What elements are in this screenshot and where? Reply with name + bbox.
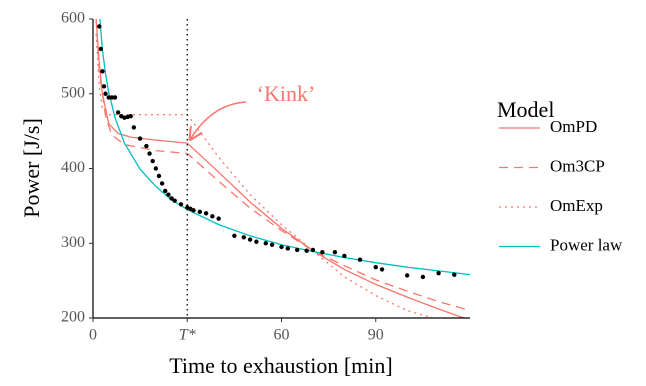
data-point — [285, 246, 290, 251]
data-point — [216, 216, 221, 221]
data-point — [373, 264, 378, 270]
annotation-arrow — [190, 101, 247, 139]
series-line — [95, 19, 464, 318]
data-point — [153, 166, 159, 171]
y-axis-title: Power [J/s] — [19, 118, 44, 218]
data-point — [144, 143, 149, 149]
data-point — [247, 237, 253, 242]
y-tick-label: 500 — [61, 84, 85, 101]
y-tick-label: 300 — [61, 234, 85, 251]
data-point — [320, 250, 325, 255]
data-point — [269, 242, 275, 247]
plot-area — [95, 19, 470, 318]
y-tick-label: 400 — [61, 159, 85, 176]
data-point — [128, 113, 133, 119]
data-point — [279, 244, 284, 250]
data-point — [210, 214, 215, 219]
data-point — [191, 208, 196, 213]
data-point — [452, 272, 457, 277]
y-tick-label: 200 — [61, 309, 85, 326]
data-point — [420, 274, 426, 280]
data-point — [131, 125, 137, 130]
x-axis-title: Time to exhaustion [min] — [169, 353, 392, 378]
legend-label: Power law — [550, 235, 623, 254]
series-line — [99, 19, 470, 276]
data-point — [106, 95, 111, 100]
data-point — [295, 247, 300, 253]
data-point — [97, 24, 102, 29]
data-point — [203, 211, 209, 216]
data-point — [197, 209, 203, 215]
data-point — [310, 247, 316, 253]
data-point — [436, 270, 441, 276]
data-point — [156, 173, 162, 179]
data-point — [112, 95, 118, 100]
data-point — [172, 198, 177, 203]
data-point — [241, 235, 246, 240]
data-point — [263, 241, 268, 246]
x-tick-label: T* — [179, 327, 196, 344]
data-point — [100, 69, 105, 74]
data-point — [342, 253, 347, 259]
series-line — [95, 33, 433, 318]
data-point — [332, 250, 338, 255]
series-line — [95, 19, 470, 312]
data-point — [304, 248, 309, 253]
x-tick-label: 0 — [89, 327, 97, 344]
data-point — [103, 91, 108, 96]
data-point — [169, 196, 174, 201]
data-point — [357, 257, 363, 262]
data-point — [232, 233, 237, 238]
legend-label: Om3CP — [550, 156, 605, 175]
data-point — [166, 192, 171, 197]
legend-title: Model — [497, 97, 554, 122]
data-point — [254, 239, 259, 244]
x-tick-label: 90 — [368, 327, 384, 344]
legend-label: OmExp — [550, 196, 603, 215]
data-point — [115, 110, 121, 115]
legend-label: OmPD — [550, 117, 597, 136]
data-point — [379, 267, 385, 272]
data-point — [147, 151, 152, 156]
data-point — [137, 136, 143, 141]
data-point — [98, 46, 104, 52]
data-point — [159, 181, 165, 186]
data-point — [109, 95, 115, 100]
data-point — [150, 158, 155, 164]
data-point — [178, 202, 184, 207]
data-point — [163, 188, 168, 194]
annotation-text: ‘Kink’ — [257, 81, 316, 106]
y-tick-label: 600 — [61, 10, 85, 27]
data-point — [404, 273, 410, 278]
x-tick-label: 60 — [274, 327, 290, 344]
data-point — [101, 84, 107, 89]
